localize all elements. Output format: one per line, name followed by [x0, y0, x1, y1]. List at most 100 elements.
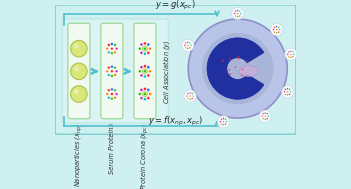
Circle shape: [289, 93, 291, 95]
Circle shape: [239, 15, 241, 17]
Circle shape: [202, 33, 273, 104]
FancyBboxPatch shape: [62, 19, 168, 123]
Circle shape: [225, 118, 226, 120]
Circle shape: [140, 43, 143, 46]
Circle shape: [74, 44, 79, 49]
Circle shape: [266, 118, 268, 120]
Circle shape: [187, 44, 189, 46]
Circle shape: [219, 121, 221, 123]
Circle shape: [186, 95, 188, 97]
Circle shape: [237, 13, 239, 15]
Circle shape: [144, 75, 146, 78]
Circle shape: [246, 60, 249, 62]
Circle shape: [264, 118, 266, 120]
Circle shape: [148, 92, 152, 95]
Circle shape: [284, 91, 285, 93]
Circle shape: [229, 58, 231, 60]
Circle shape: [267, 115, 269, 117]
Circle shape: [114, 66, 117, 69]
Circle shape: [185, 42, 187, 44]
Circle shape: [191, 98, 193, 99]
Circle shape: [111, 70, 113, 73]
Circle shape: [234, 66, 236, 68]
Circle shape: [241, 74, 243, 76]
Circle shape: [107, 51, 110, 54]
Circle shape: [140, 74, 143, 77]
Circle shape: [288, 51, 290, 53]
Circle shape: [237, 55, 239, 57]
Circle shape: [264, 112, 266, 114]
Circle shape: [237, 58, 239, 60]
Circle shape: [223, 121, 224, 123]
Circle shape: [279, 29, 281, 31]
Circle shape: [273, 26, 276, 28]
FancyBboxPatch shape: [68, 23, 90, 119]
Circle shape: [114, 74, 117, 77]
Circle shape: [262, 113, 264, 115]
FancyBboxPatch shape: [101, 23, 123, 119]
Circle shape: [273, 31, 276, 33]
Circle shape: [278, 26, 280, 28]
Circle shape: [144, 42, 146, 45]
Circle shape: [111, 43, 113, 45]
Circle shape: [147, 51, 150, 54]
Circle shape: [144, 70, 146, 73]
Circle shape: [74, 67, 79, 71]
Circle shape: [237, 9, 239, 11]
Circle shape: [189, 92, 191, 94]
Circle shape: [225, 123, 226, 125]
FancyBboxPatch shape: [55, 5, 296, 135]
Circle shape: [276, 32, 278, 34]
Circle shape: [142, 46, 147, 51]
Circle shape: [287, 88, 289, 90]
Circle shape: [285, 93, 286, 95]
Circle shape: [259, 110, 271, 122]
Circle shape: [114, 43, 117, 46]
Circle shape: [285, 88, 286, 90]
Circle shape: [264, 115, 266, 117]
Circle shape: [189, 47, 191, 49]
Circle shape: [292, 56, 294, 58]
Text: Cell Association ($y$): Cell Association ($y$): [161, 39, 172, 104]
Circle shape: [144, 47, 146, 50]
Circle shape: [287, 53, 289, 55]
Circle shape: [148, 70, 152, 73]
Circle shape: [144, 65, 146, 68]
Circle shape: [144, 98, 146, 101]
Circle shape: [115, 47, 118, 50]
Circle shape: [144, 52, 146, 55]
Circle shape: [240, 13, 242, 15]
Text: Serum Proteins: Serum Proteins: [109, 123, 115, 174]
Circle shape: [140, 66, 143, 69]
Circle shape: [144, 92, 146, 95]
Circle shape: [184, 90, 196, 102]
Circle shape: [239, 10, 241, 12]
Circle shape: [222, 60, 224, 62]
Circle shape: [148, 47, 152, 50]
Circle shape: [106, 70, 109, 73]
Circle shape: [217, 115, 230, 128]
Circle shape: [191, 93, 193, 94]
Circle shape: [262, 118, 264, 120]
Circle shape: [106, 47, 109, 50]
Circle shape: [107, 74, 110, 77]
Circle shape: [138, 47, 141, 50]
Circle shape: [71, 86, 87, 102]
Circle shape: [144, 87, 146, 90]
Circle shape: [111, 93, 113, 95]
Circle shape: [223, 118, 224, 120]
Circle shape: [270, 23, 283, 36]
Circle shape: [111, 97, 113, 100]
Circle shape: [107, 66, 110, 69]
Circle shape: [185, 47, 187, 49]
Circle shape: [147, 88, 150, 91]
Circle shape: [114, 96, 117, 99]
Circle shape: [276, 29, 278, 31]
Circle shape: [278, 31, 280, 33]
Circle shape: [111, 74, 113, 77]
Circle shape: [140, 51, 143, 54]
Circle shape: [140, 88, 143, 91]
Circle shape: [189, 98, 191, 100]
Circle shape: [189, 42, 191, 44]
Text: Nanoparticles ($x_{np}$): Nanoparticles ($x_{np}$): [73, 123, 85, 187]
